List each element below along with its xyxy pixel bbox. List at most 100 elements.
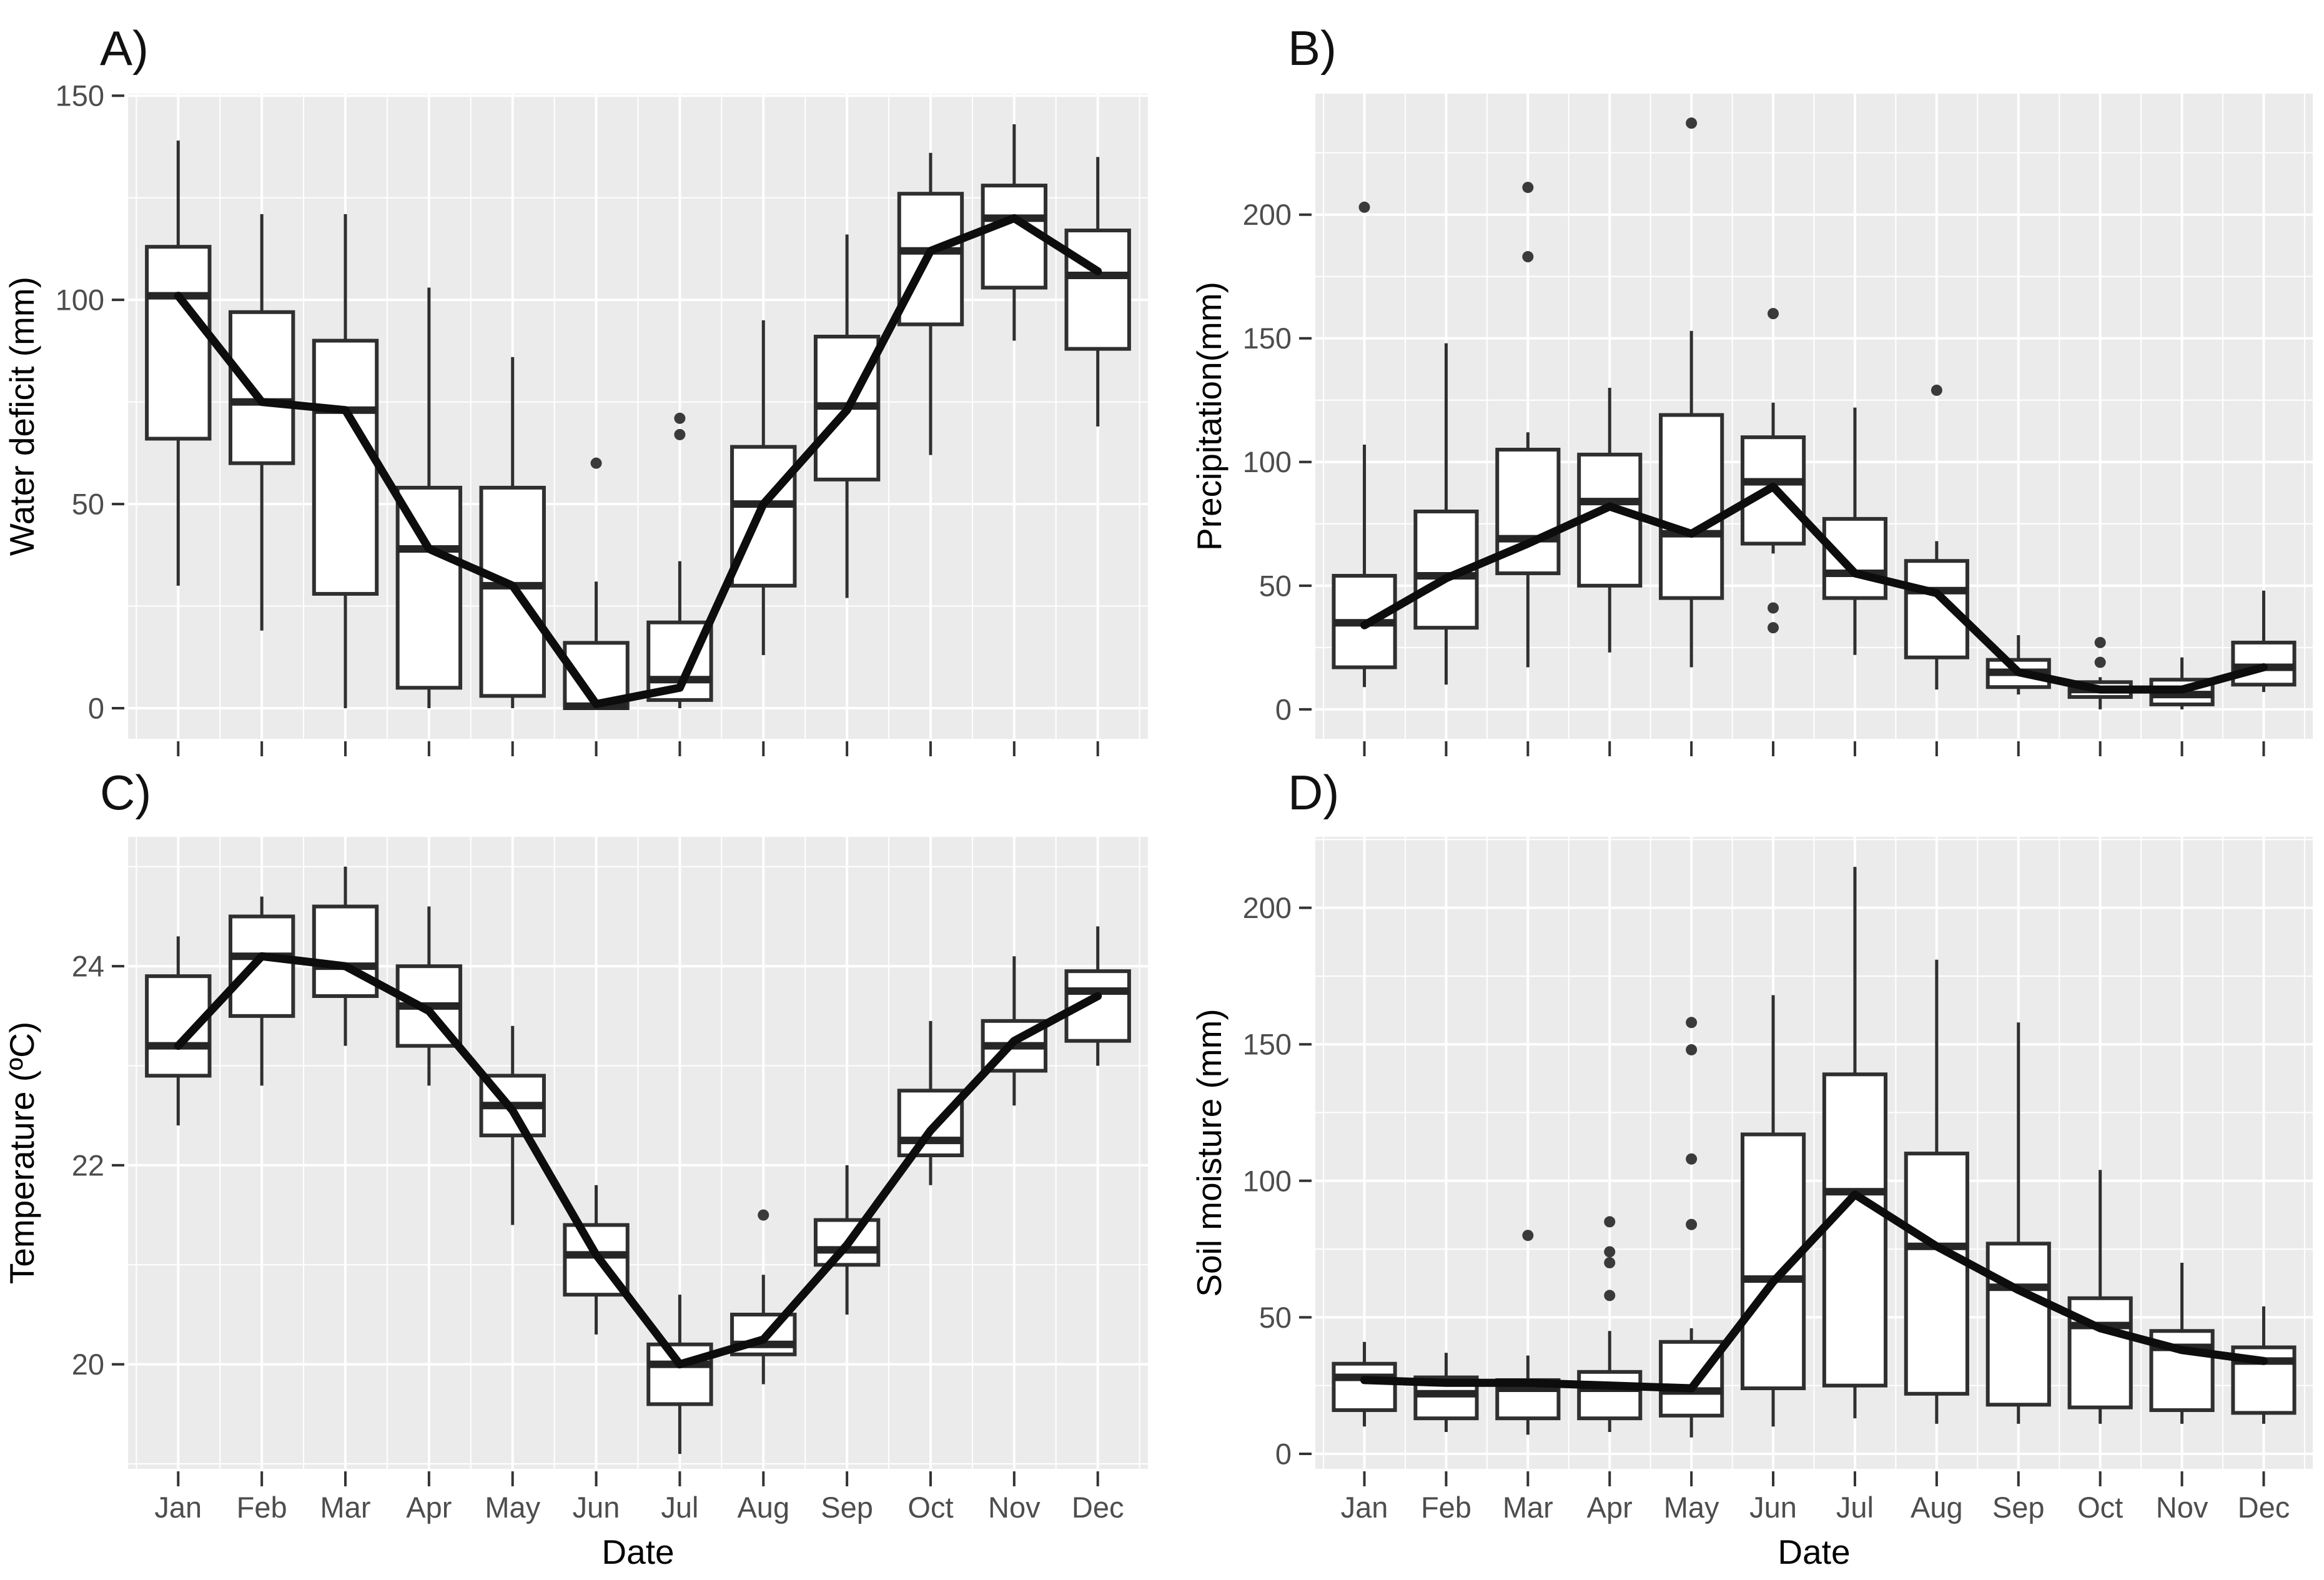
y-tick-label: 100: [56, 284, 104, 317]
x-tick-label: May: [485, 1491, 540, 1524]
outlier-Mar: [1522, 251, 1534, 263]
x-tick-label: Feb: [237, 1491, 287, 1524]
box-Jan: [145, 245, 212, 441]
x-tick-label: Aug: [737, 1491, 789, 1524]
outlier-Apr: [1604, 1246, 1616, 1258]
x-tick-label: Dec: [2238, 1491, 2290, 1524]
box-Oct: [2067, 1296, 2133, 1410]
y-tick-label: 100: [1243, 1164, 1292, 1197]
y-tick-label: 150: [56, 79, 104, 112]
trend-line: [174, 214, 1102, 708]
y-tick-label: 0: [1275, 1437, 1292, 1470]
x-tick-label: Mar: [320, 1491, 371, 1524]
y-axis-title: Soil moisture (mm): [1190, 1009, 1229, 1296]
x-tick-label: Oct: [907, 1491, 953, 1524]
box-Mar: [312, 904, 379, 998]
y-tick-label: 0: [88, 691, 104, 724]
x-tick-label: Dec: [1072, 1491, 1124, 1524]
box-Jan: [145, 974, 212, 1078]
box-Feb: [228, 914, 295, 1018]
x-tick-label: Oct: [2077, 1491, 2123, 1524]
x-axis-title: Date: [1778, 1533, 1850, 1571]
box-Apr: [1577, 1370, 1643, 1421]
y-tick-label: 200: [1243, 891, 1292, 924]
y-axis-title: Precipitation(mm): [1190, 282, 1229, 551]
y-tick-label: 24: [72, 950, 104, 983]
panel-label: C): [100, 765, 151, 820]
box-Apr: [395, 485, 463, 690]
box-Aug: [1904, 1152, 1969, 1396]
box-Jul: [1822, 516, 1888, 600]
x-tick-label: Jul: [1836, 1491, 1874, 1524]
panel-C: 20 22 24 Jan Feb Mar Apr May Jun Jul Aug Sep Oct Nov D…: [2, 765, 1148, 1571]
outlier-Aug: [1931, 384, 1942, 396]
outlier-May: [1686, 117, 1698, 129]
box-Dec: [1064, 229, 1131, 351]
outlier-Apr: [1604, 1257, 1616, 1268]
outlier-Jun: [1768, 622, 1779, 634]
outlier-May: [1686, 1153, 1698, 1165]
trend-line: [1360, 1190, 2268, 1393]
y-tick-label: 100: [1243, 445, 1292, 478]
box-Jul: [646, 1342, 713, 1406]
box-Feb: [228, 310, 295, 465]
x-tick-label: Jul: [661, 1491, 698, 1524]
x-tick-label: Mar: [1503, 1491, 1553, 1524]
outlier-Jun: [1768, 308, 1779, 320]
x-tick-label: Feb: [1421, 1491, 1471, 1524]
outlier-Jun: [590, 457, 602, 469]
x-tick-label: Jun: [573, 1491, 620, 1524]
outlier-Oct: [2094, 636, 2106, 648]
x-tick-label: Sep: [821, 1491, 873, 1524]
outlier-Apr: [1604, 1216, 1616, 1228]
panel-label: A): [100, 21, 149, 76]
x-tick-label: Aug: [1911, 1491, 1963, 1524]
y-tick-label: 20: [72, 1348, 104, 1381]
box-Oct: [897, 1089, 964, 1157]
outlier-Oct: [2094, 656, 2106, 668]
x-tick-label: Jan: [154, 1491, 202, 1524]
y-axis-title: Water deficit (mm): [2, 277, 41, 556]
y-tick-label: 150: [1243, 1028, 1292, 1061]
box-Jul: [1822, 1072, 1888, 1388]
outlier-Jul: [674, 412, 686, 424]
box-Mar: [312, 338, 379, 596]
outlier-May: [1686, 1017, 1698, 1029]
x-tick-label: Nov: [2156, 1491, 2208, 1524]
outlier-May: [1686, 1218, 1698, 1230]
outlier-Jan: [1358, 201, 1370, 213]
box-Aug: [730, 445, 797, 588]
x-tick-label: Apr: [1587, 1491, 1633, 1524]
x-tick-label: Apr: [406, 1491, 452, 1524]
box-Dec: [1064, 969, 1131, 1043]
outlier-Jul: [674, 428, 686, 440]
x-tick-label: Nov: [988, 1491, 1041, 1524]
y-tick-label: 22: [72, 1148, 104, 1182]
panel-D: 0 50 100 150 200 Jan Feb Mar Apr May Jun Jul Aug Sep O…: [1190, 765, 2313, 1571]
y-tick-label: 0: [1275, 693, 1292, 726]
box-Aug: [1904, 559, 1969, 659]
x-tick-label: Jun: [1749, 1491, 1797, 1524]
outlier-Mar: [1522, 1230, 1534, 1242]
x-tick-label: Sep: [1992, 1491, 2045, 1524]
y-tick-label: 50: [72, 488, 104, 521]
box-Jan: [1332, 1361, 1397, 1413]
y-axis-title: Temperature (ºC): [2, 1022, 41, 1284]
box-Sep: [1985, 1242, 2051, 1407]
outlier-Mar: [1522, 182, 1534, 194]
y-tick-label: 50: [1259, 569, 1292, 602]
box-May: [1659, 1340, 1724, 1418]
y-tick-label: 200: [1243, 198, 1292, 231]
outlier-Aug: [758, 1209, 769, 1221]
x-tick-label: May: [1664, 1491, 1719, 1524]
panel-label: B): [1288, 21, 1337, 76]
panel-B: 0 50 100 150 200 B) Precipitation(mm): [1190, 21, 2313, 756]
outlier-Apr: [1604, 1290, 1616, 1301]
outlier-Jun: [1768, 602, 1779, 614]
x-axis-title: Date: [601, 1533, 674, 1571]
box-Nov: [981, 184, 1048, 290]
y-tick-label: 50: [1259, 1301, 1292, 1334]
